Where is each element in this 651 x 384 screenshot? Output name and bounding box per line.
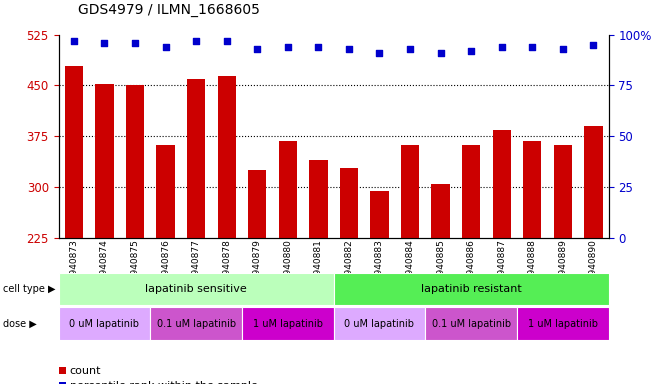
Text: count: count	[70, 366, 101, 376]
Point	[99, 40, 109, 46]
Text: GDS4979 / ILMN_1668605: GDS4979 / ILMN_1668605	[78, 3, 260, 17]
Bar	[279, 141, 297, 238]
Point	[405, 46, 415, 52]
Text: 0.1 uM lapatinib: 0.1 uM lapatinib	[156, 318, 236, 329]
Point	[497, 44, 507, 50]
Bar	[217, 76, 236, 238]
Point	[558, 46, 568, 52]
Point	[527, 44, 538, 50]
Text: cell type ▶: cell type ▶	[3, 284, 56, 294]
Bar	[150, 307, 242, 340]
Bar	[59, 273, 333, 305]
Text: lapatinib sensitive: lapatinib sensitive	[145, 284, 247, 294]
Text: percentile rank within the sample: percentile rank within the sample	[70, 381, 258, 384]
Point	[374, 50, 385, 56]
Bar	[432, 184, 450, 238]
Bar	[187, 79, 205, 238]
Bar	[493, 129, 511, 238]
Bar	[333, 273, 609, 305]
Text: 1 uM lapatinib: 1 uM lapatinib	[528, 318, 598, 329]
Point	[252, 46, 262, 52]
Bar	[553, 145, 572, 238]
Point	[191, 38, 201, 44]
Point	[313, 44, 324, 50]
Point	[68, 38, 79, 44]
Text: 0 uM lapatinib: 0 uM lapatinib	[344, 318, 415, 329]
Text: lapatinib resistant: lapatinib resistant	[421, 284, 521, 294]
Text: 0.1 uM lapatinib: 0.1 uM lapatinib	[432, 318, 511, 329]
Point	[283, 44, 293, 50]
Bar	[340, 168, 358, 238]
Bar	[126, 86, 144, 238]
Bar	[59, 307, 150, 340]
Point	[221, 38, 232, 44]
Point	[466, 48, 477, 54]
Bar	[248, 170, 266, 238]
Text: dose ▶: dose ▶	[3, 318, 37, 329]
Bar	[401, 145, 419, 238]
Text: 0 uM lapatinib: 0 uM lapatinib	[70, 318, 139, 329]
Bar	[370, 190, 389, 238]
Bar	[242, 307, 334, 340]
Text: 1 uM lapatinib: 1 uM lapatinib	[253, 318, 323, 329]
Bar	[333, 307, 425, 340]
Bar	[425, 307, 517, 340]
Point	[160, 44, 171, 50]
Point	[130, 40, 140, 46]
Point	[344, 46, 354, 52]
Point	[589, 42, 599, 48]
Point	[436, 50, 446, 56]
Bar	[64, 66, 83, 238]
Bar	[156, 145, 174, 238]
Bar	[462, 145, 480, 238]
Bar	[309, 160, 327, 238]
Bar	[523, 141, 542, 238]
Bar	[584, 126, 603, 238]
Bar	[517, 307, 609, 340]
Bar	[95, 84, 114, 238]
